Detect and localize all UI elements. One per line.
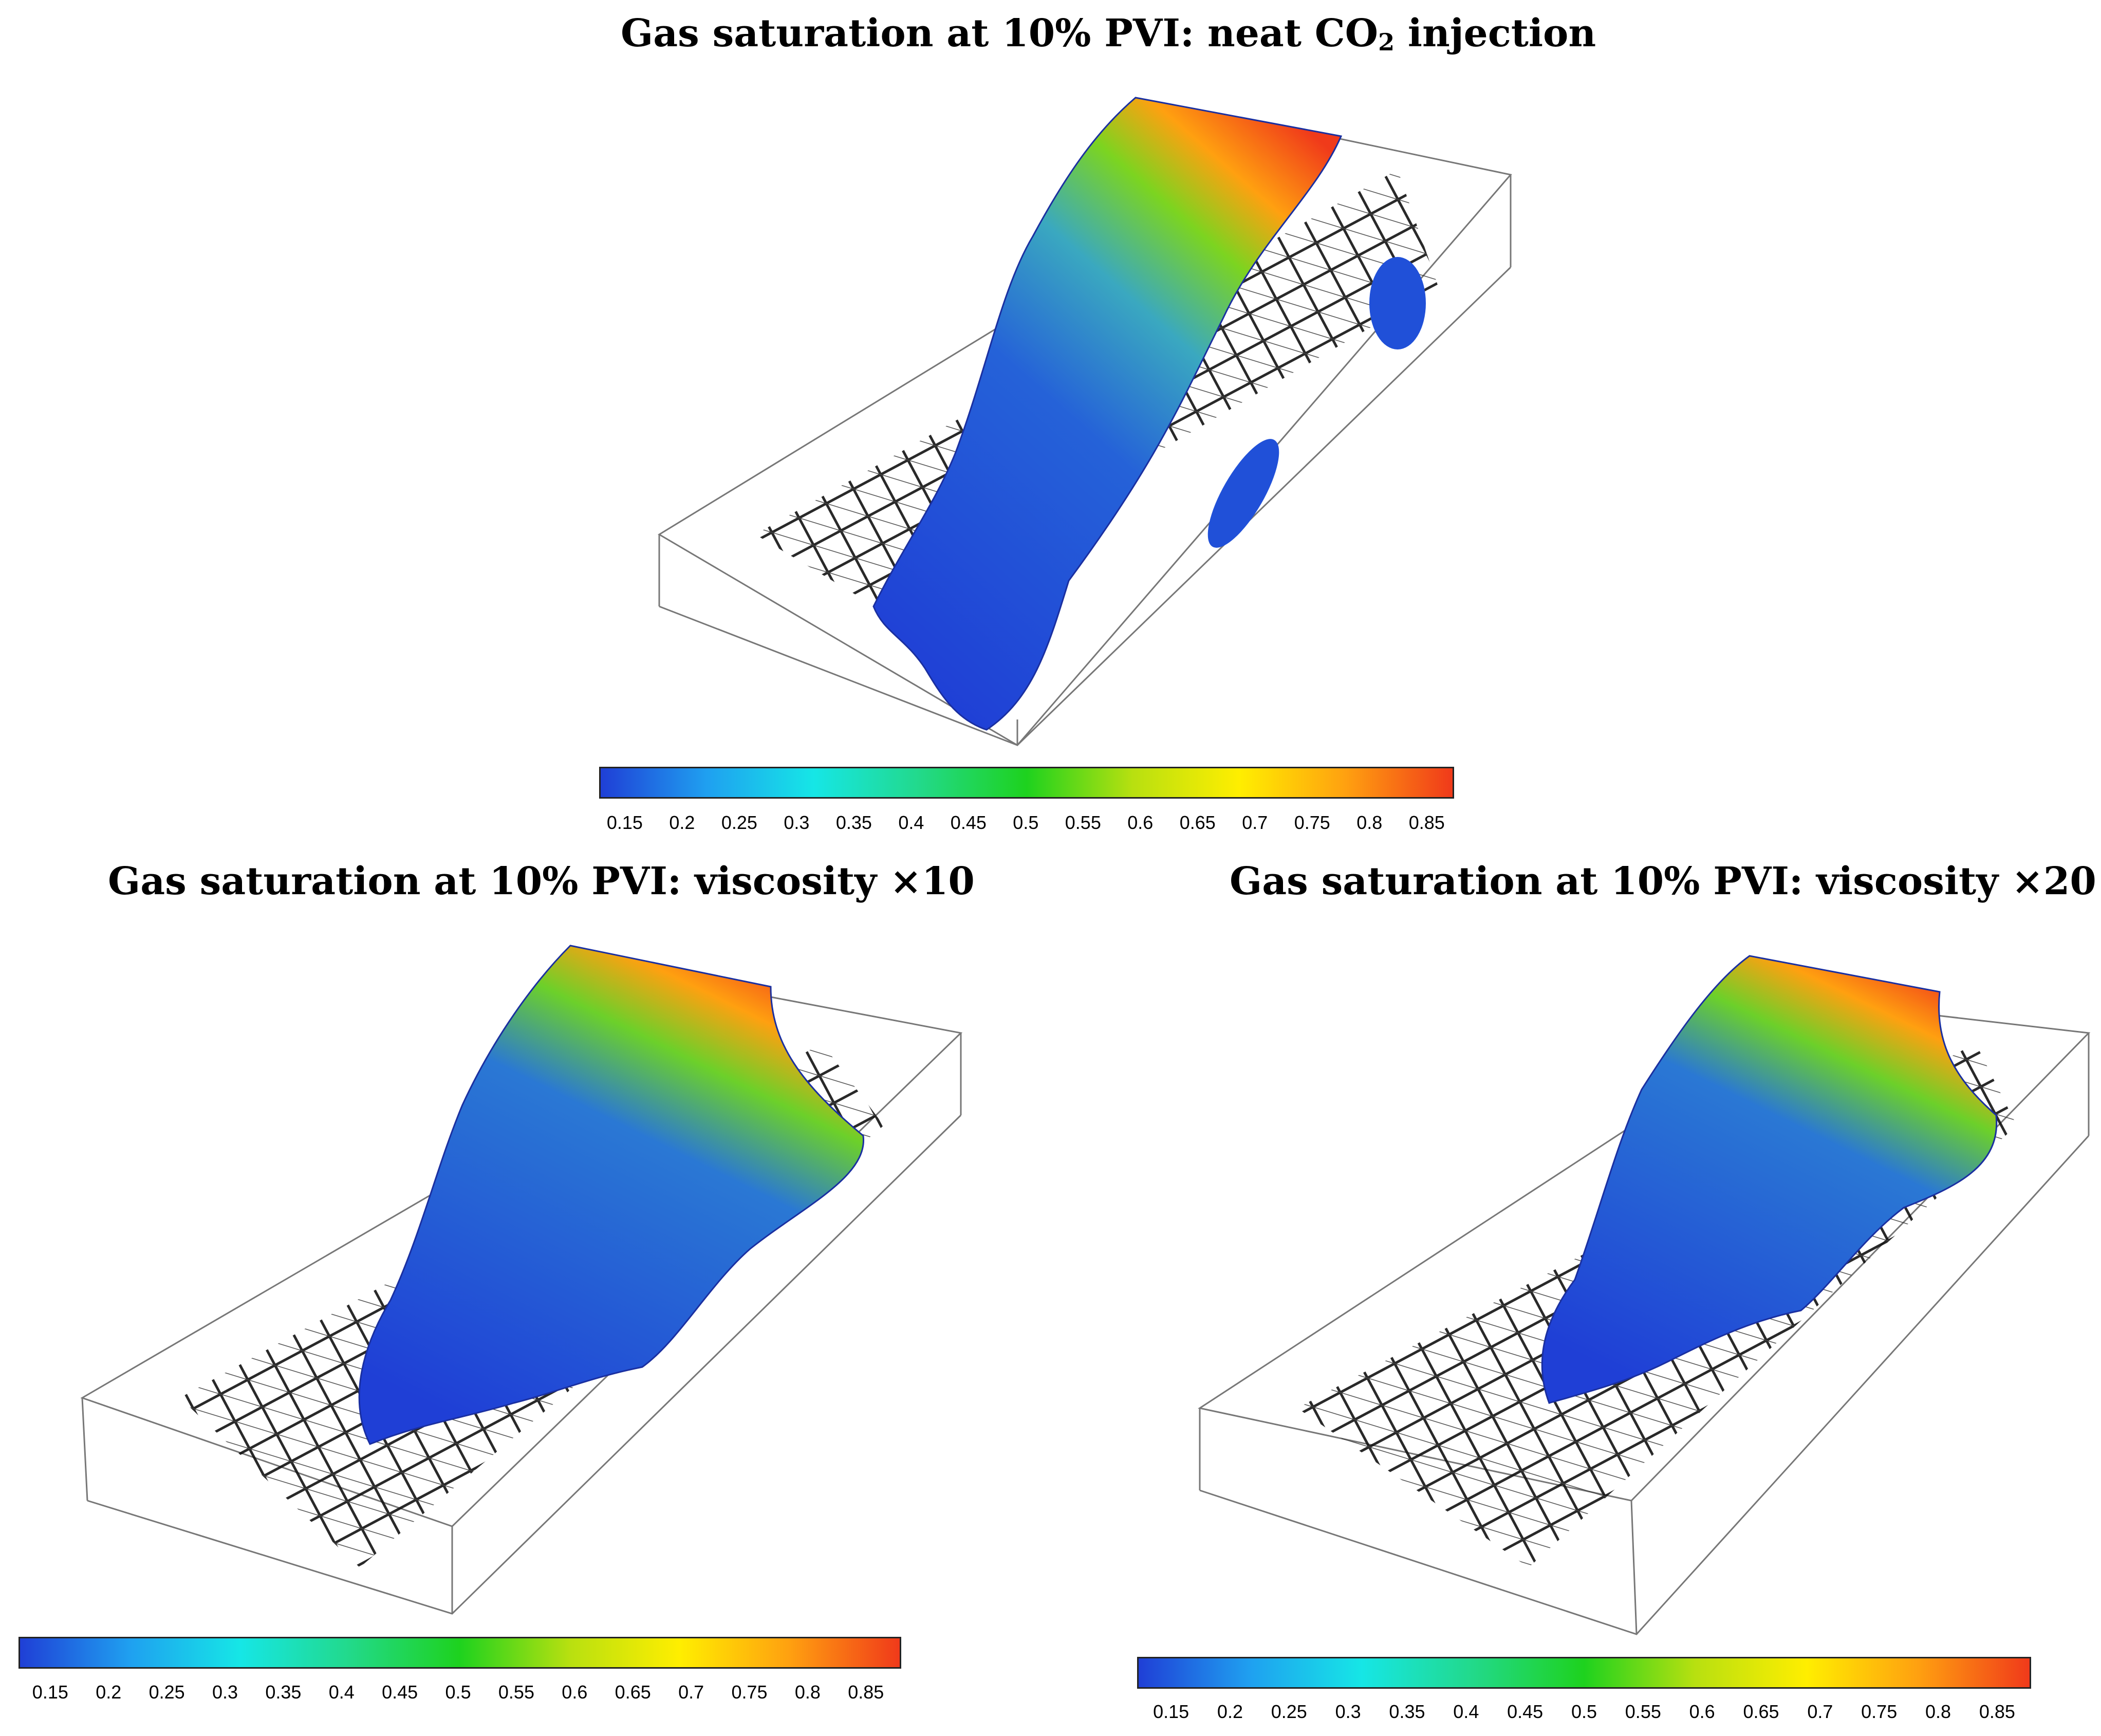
title-subscript: 2: [1378, 28, 1395, 56]
tick-label: 0.55: [1625, 1701, 1661, 1722]
tick-label: 0.3: [784, 812, 810, 833]
tick-label: 0.2: [1217, 1701, 1243, 1722]
tick-label: 0.65: [1179, 812, 1216, 833]
tick-label: 0.5: [1013, 812, 1039, 833]
tick-label: 0.85: [1979, 1701, 2015, 1722]
reservoir-3d-view: [1198, 955, 2091, 1635]
colorbar-ticks: 0.15 0.2 0.25 0.3 0.35 0.4 0.45 0.5 0.55…: [18, 1682, 901, 1704]
tick-label: 0.35: [835, 812, 872, 833]
tick-label: 0.8: [1925, 1701, 1951, 1722]
panel-title: Gas saturation at 10% PVI: viscosity ×10: [108, 859, 975, 903]
tick-label: 0.45: [1507, 1701, 1544, 1722]
panel-viscosity-x20: Gas saturation at 10% PVI: viscosity ×20: [1051, 848, 2101, 1736]
tick-label: 0.5: [445, 1682, 471, 1703]
tick-label: 0.7: [1807, 1701, 1833, 1722]
tick-label: 0.85: [848, 1682, 884, 1703]
tick-label: 0.8: [1356, 812, 1383, 833]
tick-label: 0.75: [1861, 1701, 1898, 1722]
colorbar-ticks: 0.15 0.2 0.25 0.3 0.35 0.4 0.45 0.5 0.55…: [599, 812, 1454, 835]
reservoir-3d-view: [658, 97, 1512, 746]
tick-label: 0.55: [1065, 812, 1101, 833]
tick-label: 0.6: [1127, 812, 1154, 833]
title-text: Gas saturation at 10% PVI: viscosity ×20: [1230, 859, 2096, 903]
panel-neat-co2: Gas saturation at 10% PVI: neat CO2 inje…: [0, 0, 2101, 848]
tick-label: 0.85: [1408, 812, 1445, 833]
gas-plume-surface-icon: [358, 945, 864, 1445]
tick-label: 0.15: [1153, 1701, 1189, 1722]
colorbar: [18, 1637, 901, 1669]
tick-label: 0.4: [1453, 1701, 1479, 1722]
title-text: Gas saturation at 10% PVI: neat CO: [621, 11, 1379, 56]
tick-label: 0.75: [731, 1682, 768, 1703]
tick-label: 0.25: [1271, 1701, 1307, 1722]
colorbar-ticks: 0.15 0.2 0.25 0.3 0.35 0.4 0.45 0.5 0.55…: [1137, 1701, 2031, 1724]
tick-label: 0.7: [678, 1682, 704, 1703]
tick-label: 0.3: [1335, 1701, 1361, 1722]
tick-label: 0.8: [794, 1682, 821, 1703]
colorbar: [599, 767, 1454, 799]
tick-label: 0.75: [1294, 812, 1330, 833]
tick-label: 0.35: [265, 1682, 302, 1703]
tick-label: 0.6: [1689, 1701, 1715, 1722]
reservoir-3d-view: [80, 945, 963, 1615]
tick-label: 0.25: [721, 812, 757, 833]
gas-plume-surface-icon: [1541, 955, 1998, 1404]
tick-label: 0.65: [1743, 1701, 1779, 1722]
tick-label: 0.4: [898, 812, 924, 833]
tick-label: 0.65: [615, 1682, 651, 1703]
tick-label: 0.2: [96, 1682, 122, 1703]
panel-title: Gas saturation at 10% PVI: viscosity ×20: [1230, 859, 2096, 903]
tick-label: 0.3: [212, 1682, 238, 1703]
tick-label: 0.45: [382, 1682, 418, 1703]
tick-label: 0.15: [606, 812, 643, 833]
tick-label: 0.15: [32, 1682, 68, 1703]
title-text: Gas saturation at 10% PVI: viscosity ×10: [108, 859, 975, 903]
tick-label: 0.5: [1571, 1701, 1597, 1722]
tick-label: 0.45: [950, 812, 987, 833]
tick-label: 0.35: [1389, 1701, 1425, 1722]
panel-title: Gas saturation at 10% PVI: neat CO2 inje…: [621, 11, 1596, 56]
tick-label: 0.7: [1242, 812, 1268, 833]
panel-viscosity-x10: Gas saturation at 10% PVI: viscosity ×10: [0, 848, 1051, 1736]
tick-label: 0.2: [669, 812, 695, 833]
tick-label: 0.4: [328, 1682, 355, 1703]
tick-label: 0.25: [148, 1682, 185, 1703]
tick-label: 0.6: [562, 1682, 588, 1703]
tick-label: 0.55: [498, 1682, 534, 1703]
gas-plume-surface-icon: [872, 97, 1426, 731]
colorbar: [1137, 1657, 2031, 1689]
title-text-end: injection: [1395, 11, 1596, 56]
